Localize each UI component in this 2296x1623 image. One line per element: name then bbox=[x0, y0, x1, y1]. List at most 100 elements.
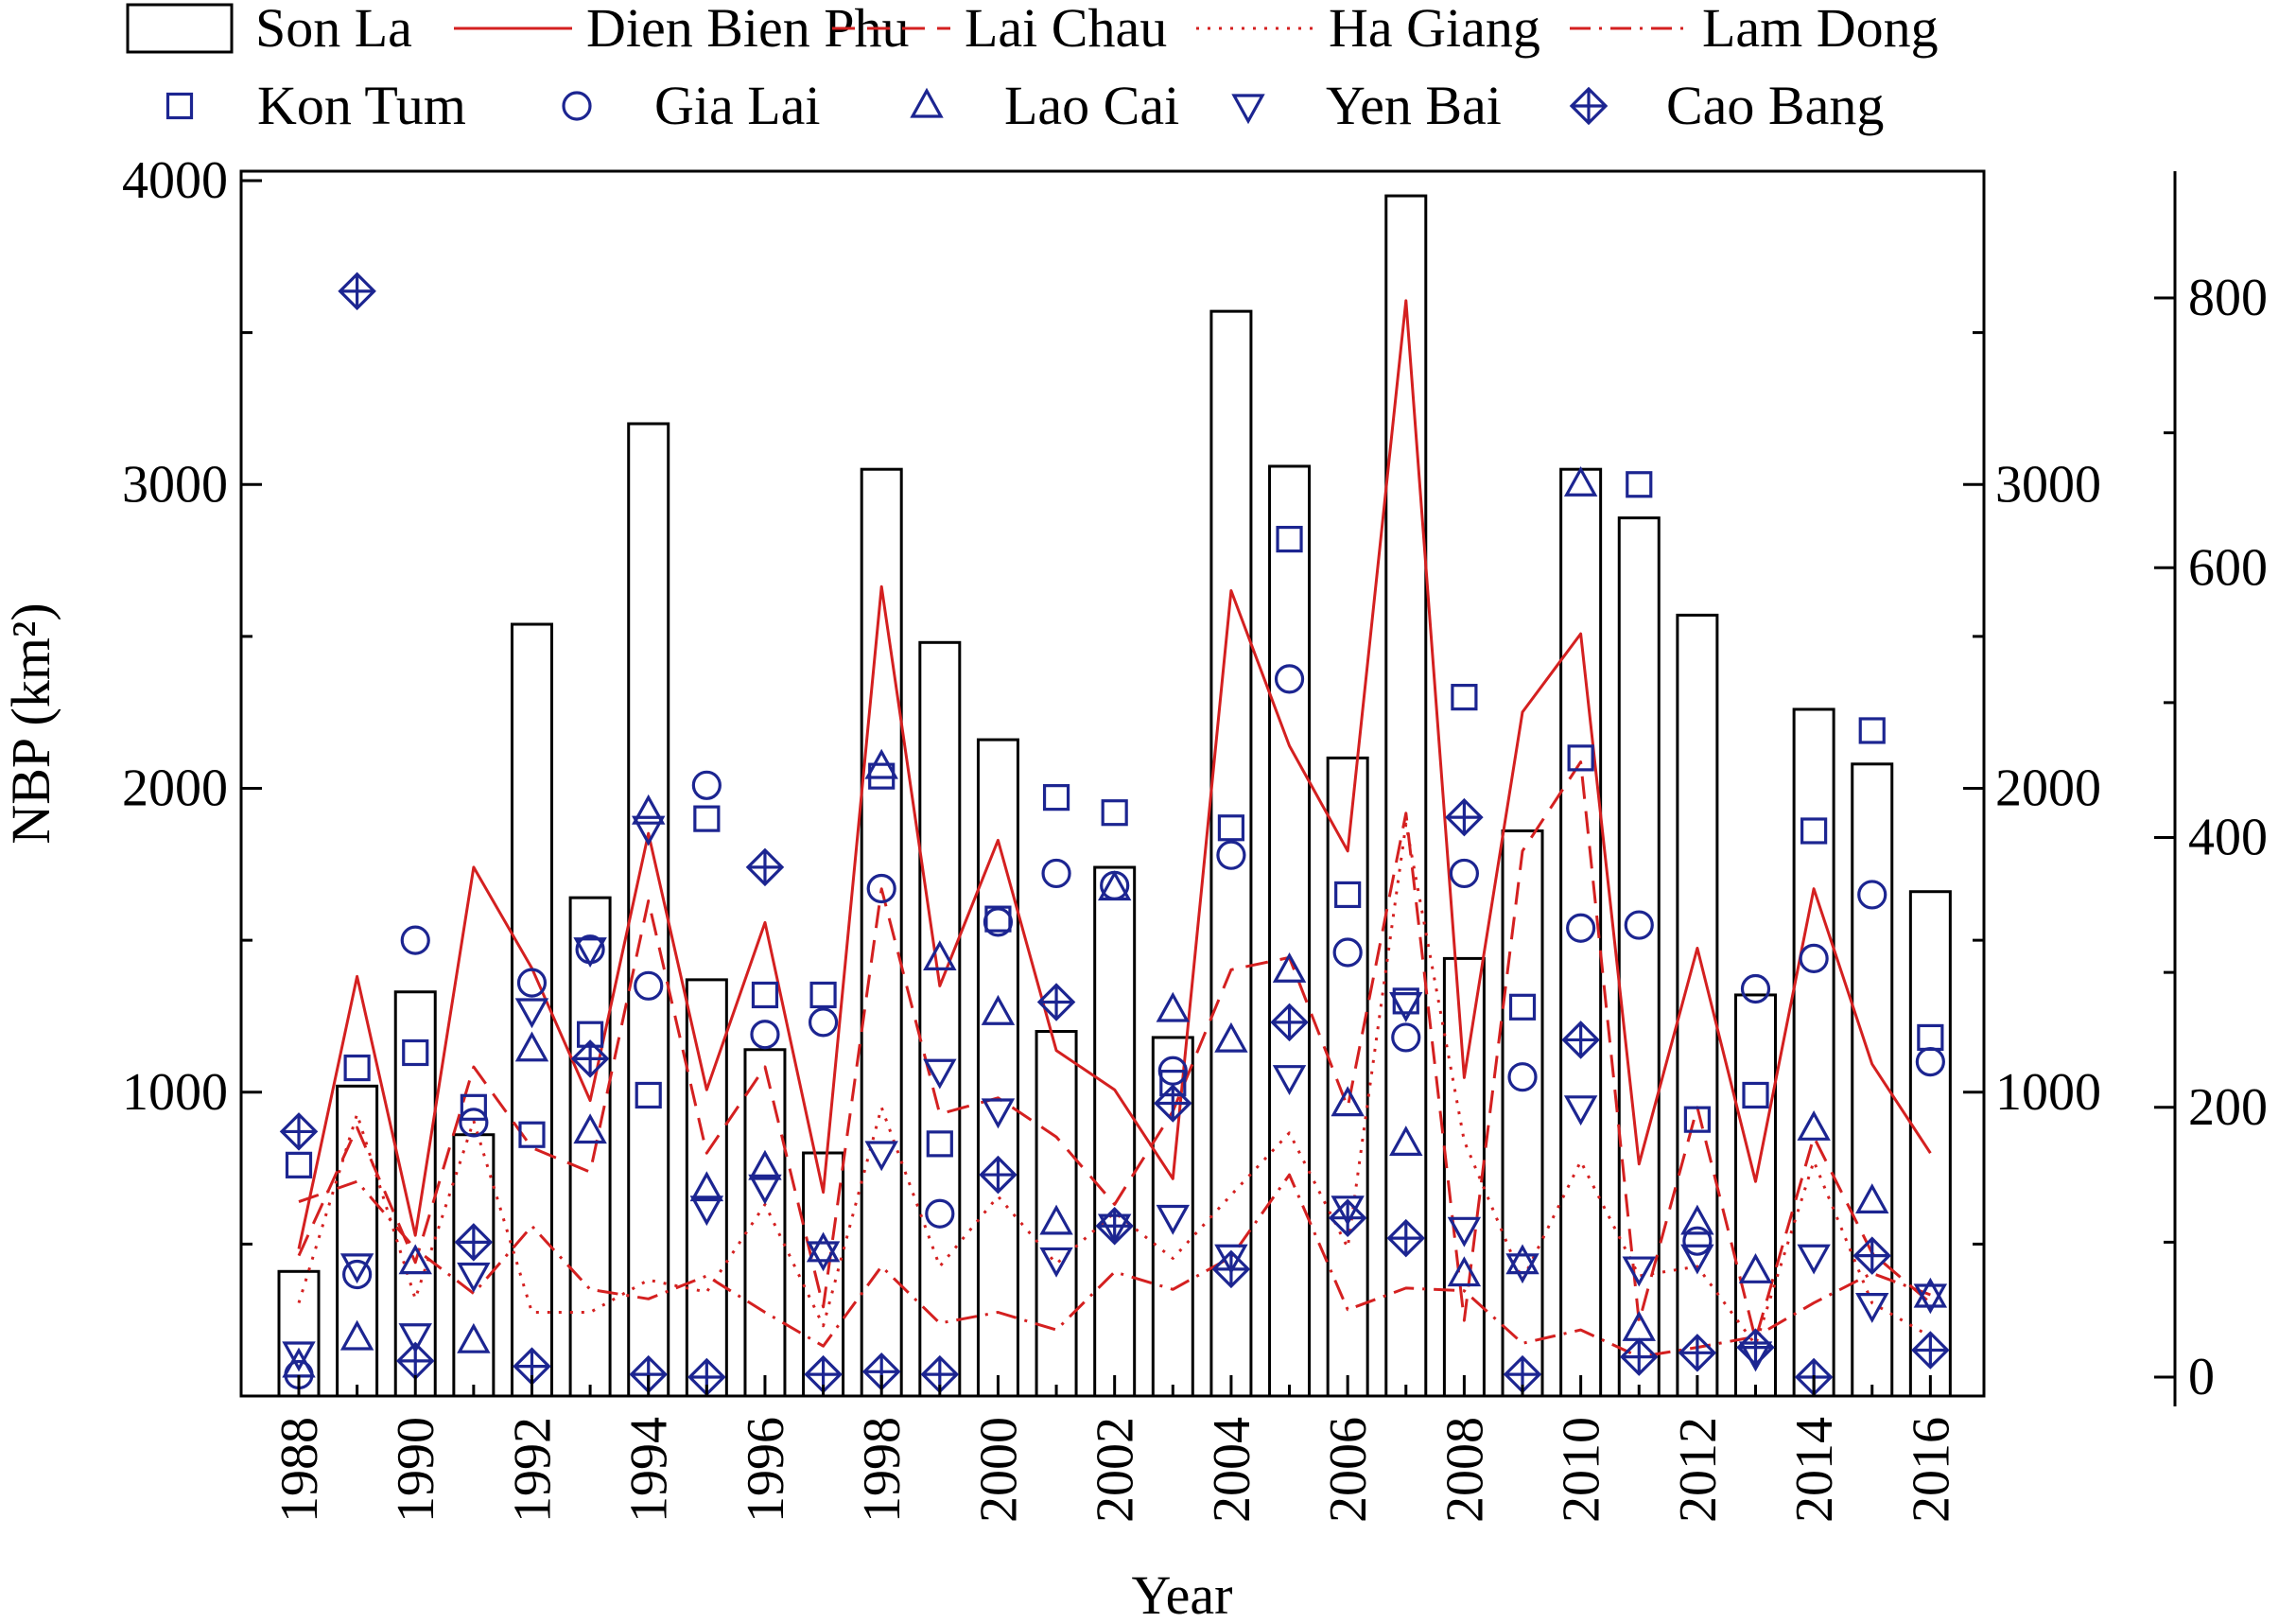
bar-son-la-2005 bbox=[1268, 464, 1312, 1398]
bar-son-la-1994 bbox=[627, 422, 670, 1398]
point-gia-lai-2006 bbox=[1332, 937, 1363, 968]
x-axis-tick-label: 2006 bbox=[1319, 1417, 1378, 1523]
legend-item-lao-cai: Lao Cai bbox=[910, 75, 1179, 136]
legend-label-cao-bang: Cao Bang bbox=[1666, 75, 1884, 136]
legend-swatch-gia-lai bbox=[562, 91, 592, 121]
point-gia-lai-2011 bbox=[1624, 910, 1654, 940]
point-lao-cai-1995 bbox=[689, 1171, 724, 1202]
point-yen-bai-1993 bbox=[573, 937, 607, 969]
point-cao-bang-2010 bbox=[1561, 1021, 1600, 1059]
point-lao-cai-1989 bbox=[339, 1319, 374, 1351]
point-lao-cai-2016 bbox=[1913, 1277, 1948, 1308]
legend-item-yen-bai: Yen Bai bbox=[1231, 75, 1502, 136]
x-axis-tick-label: 1998 bbox=[853, 1417, 912, 1523]
bar-son-la-2007 bbox=[1384, 194, 1428, 1398]
point-gia-lai-1991 bbox=[459, 1108, 489, 1138]
bar-son-la-1990 bbox=[393, 990, 437, 1398]
point-lao-cai-1988 bbox=[282, 1347, 316, 1378]
point-gia-lai-2012 bbox=[1682, 1226, 1713, 1256]
point-yen-bai-2003 bbox=[1156, 1204, 1191, 1235]
right-axis-tick-label: 200 bbox=[2188, 1078, 2268, 1137]
legend-label-lam-dong: Lam Dong bbox=[1702, 0, 1939, 59]
point-lao-cai-2005 bbox=[1272, 951, 1307, 983]
point-cao-bang-1993 bbox=[570, 1039, 610, 1078]
right-axis-tick-label: 0 bbox=[2188, 1348, 2215, 1406]
point-cao-bang-2005 bbox=[1270, 1003, 1309, 1042]
plot-frame bbox=[239, 169, 1986, 1398]
point-lao-cai-1993 bbox=[573, 1113, 607, 1144]
point-lao-cai-2000 bbox=[981, 994, 1016, 1025]
legend-label-kon-tum: Kon Tum bbox=[257, 75, 466, 136]
right-axis-tick-label: 600 bbox=[2188, 538, 2268, 597]
legend-swatch-son-la bbox=[126, 3, 234, 54]
x-axis-tick-label: 1990 bbox=[387, 1417, 445, 1523]
x-axis-tick-label: 1994 bbox=[620, 1417, 679, 1523]
line-lam-dong bbox=[298, 1173, 1931, 1359]
point-gia-lai-1996 bbox=[750, 1020, 780, 1050]
point-lao-cai-2003 bbox=[1156, 991, 1191, 1022]
point-lao-cai-2009 bbox=[1505, 1244, 1539, 1275]
bar-son-la-1999 bbox=[918, 640, 962, 1398]
point-cao-bang-2015 bbox=[1852, 1236, 1892, 1275]
point-kon-tum-2013 bbox=[1742, 1081, 1769, 1109]
point-cao-bang-2001 bbox=[1036, 983, 1076, 1021]
right-axis-tick-label: 400 bbox=[2188, 809, 2268, 867]
legend-item-lam-dong: Lam Dong bbox=[1570, 0, 1939, 59]
bar-son-la-2016 bbox=[1908, 890, 1952, 1398]
bar-son-la-2001 bbox=[1035, 1030, 1078, 1398]
point-yen-bai-1998 bbox=[864, 1141, 898, 1172]
point-gia-lai-1995 bbox=[691, 770, 722, 800]
point-kon-tum-1992 bbox=[518, 1121, 546, 1148]
point-kon-tum-2014 bbox=[1800, 817, 1828, 845]
legend: Son La Dien Bien Phu Lai Chau Ha Giang Lam D… bbox=[126, 0, 1939, 136]
point-gia-lai-2008 bbox=[1449, 858, 1480, 889]
point-gia-lai-1997 bbox=[808, 1007, 839, 1038]
y-axis-title: NBP (km²) bbox=[0, 602, 61, 844]
point-gia-lai-1999 bbox=[925, 1198, 955, 1229]
point-kon-tum-2015 bbox=[1858, 717, 1886, 744]
legend-label-gia-lai: Gia Lai bbox=[654, 75, 821, 136]
point-lao-cai-1991 bbox=[457, 1322, 491, 1353]
point-cao-bang-2007 bbox=[1386, 1218, 1426, 1258]
x-axis-tick-label: 2008 bbox=[1435, 1417, 1494, 1523]
point-gia-lai-2013 bbox=[1740, 973, 1771, 1004]
point-yen-bai-1989 bbox=[339, 1253, 374, 1284]
point-gia-lai-2009 bbox=[1507, 1062, 1538, 1092]
point-lao-cai-1998 bbox=[864, 748, 898, 779]
legend-label-lai-chau: Lai Chau bbox=[965, 0, 1167, 59]
point-kon-tum-1997 bbox=[809, 981, 837, 1009]
x-axis-tick-label: 2000 bbox=[969, 1417, 1028, 1523]
left-axis-tick-label: 1000 bbox=[122, 1063, 228, 1122]
point-cao-bang-2002 bbox=[1095, 1206, 1134, 1246]
legend-item-kon-tum: Kon Tum bbox=[165, 75, 466, 136]
point-gia-lai-2005 bbox=[1274, 664, 1305, 694]
point-lao-cai-2002 bbox=[1097, 870, 1132, 901]
legend-item-cao-bang: Cao Bang bbox=[1569, 75, 1884, 136]
x-axis-tick-label: 2014 bbox=[1785, 1417, 1844, 1523]
point-yen-bai-2009 bbox=[1505, 1253, 1539, 1284]
point-yen-bai-2008 bbox=[1447, 1216, 1482, 1248]
point-gia-lai-2001 bbox=[1041, 858, 1071, 889]
line-dien-bien-phu bbox=[297, 299, 1932, 1249]
point-cao-bang-2000 bbox=[979, 1155, 1018, 1195]
point-cao-bang-2004 bbox=[1211, 1249, 1251, 1289]
point-lao-cai-1996 bbox=[748, 1149, 782, 1180]
point-cao-bang-2013 bbox=[1736, 1328, 1775, 1367]
x-axis-tick-label: 2004 bbox=[1203, 1417, 1261, 1523]
point-kon-tum-2009 bbox=[1508, 993, 1537, 1021]
bar-son-la-2000 bbox=[976, 738, 1019, 1398]
legend-swatch-cao-bang bbox=[1569, 86, 1609, 126]
axes-layer: 1000 2000 3000 4000 1000 2000 3000 0 200 400 600 80… bbox=[122, 151, 2268, 1523]
point-cao-bang-2003 bbox=[1154, 1084, 1192, 1123]
point-kon-tum-1999 bbox=[926, 1130, 953, 1158]
point-gia-lai-1994 bbox=[634, 970, 664, 1001]
point-yen-bai-1999 bbox=[923, 1058, 957, 1090]
point-gia-lai-2010 bbox=[1566, 913, 1596, 943]
point-yen-bai-1992 bbox=[514, 998, 549, 1029]
point-lao-cai-2007 bbox=[1389, 1126, 1423, 1156]
point-yen-bai-1997 bbox=[806, 1241, 841, 1272]
point-gia-lai-2007 bbox=[1391, 1022, 1421, 1053]
point-yen-bai-2012 bbox=[1680, 1244, 1714, 1275]
